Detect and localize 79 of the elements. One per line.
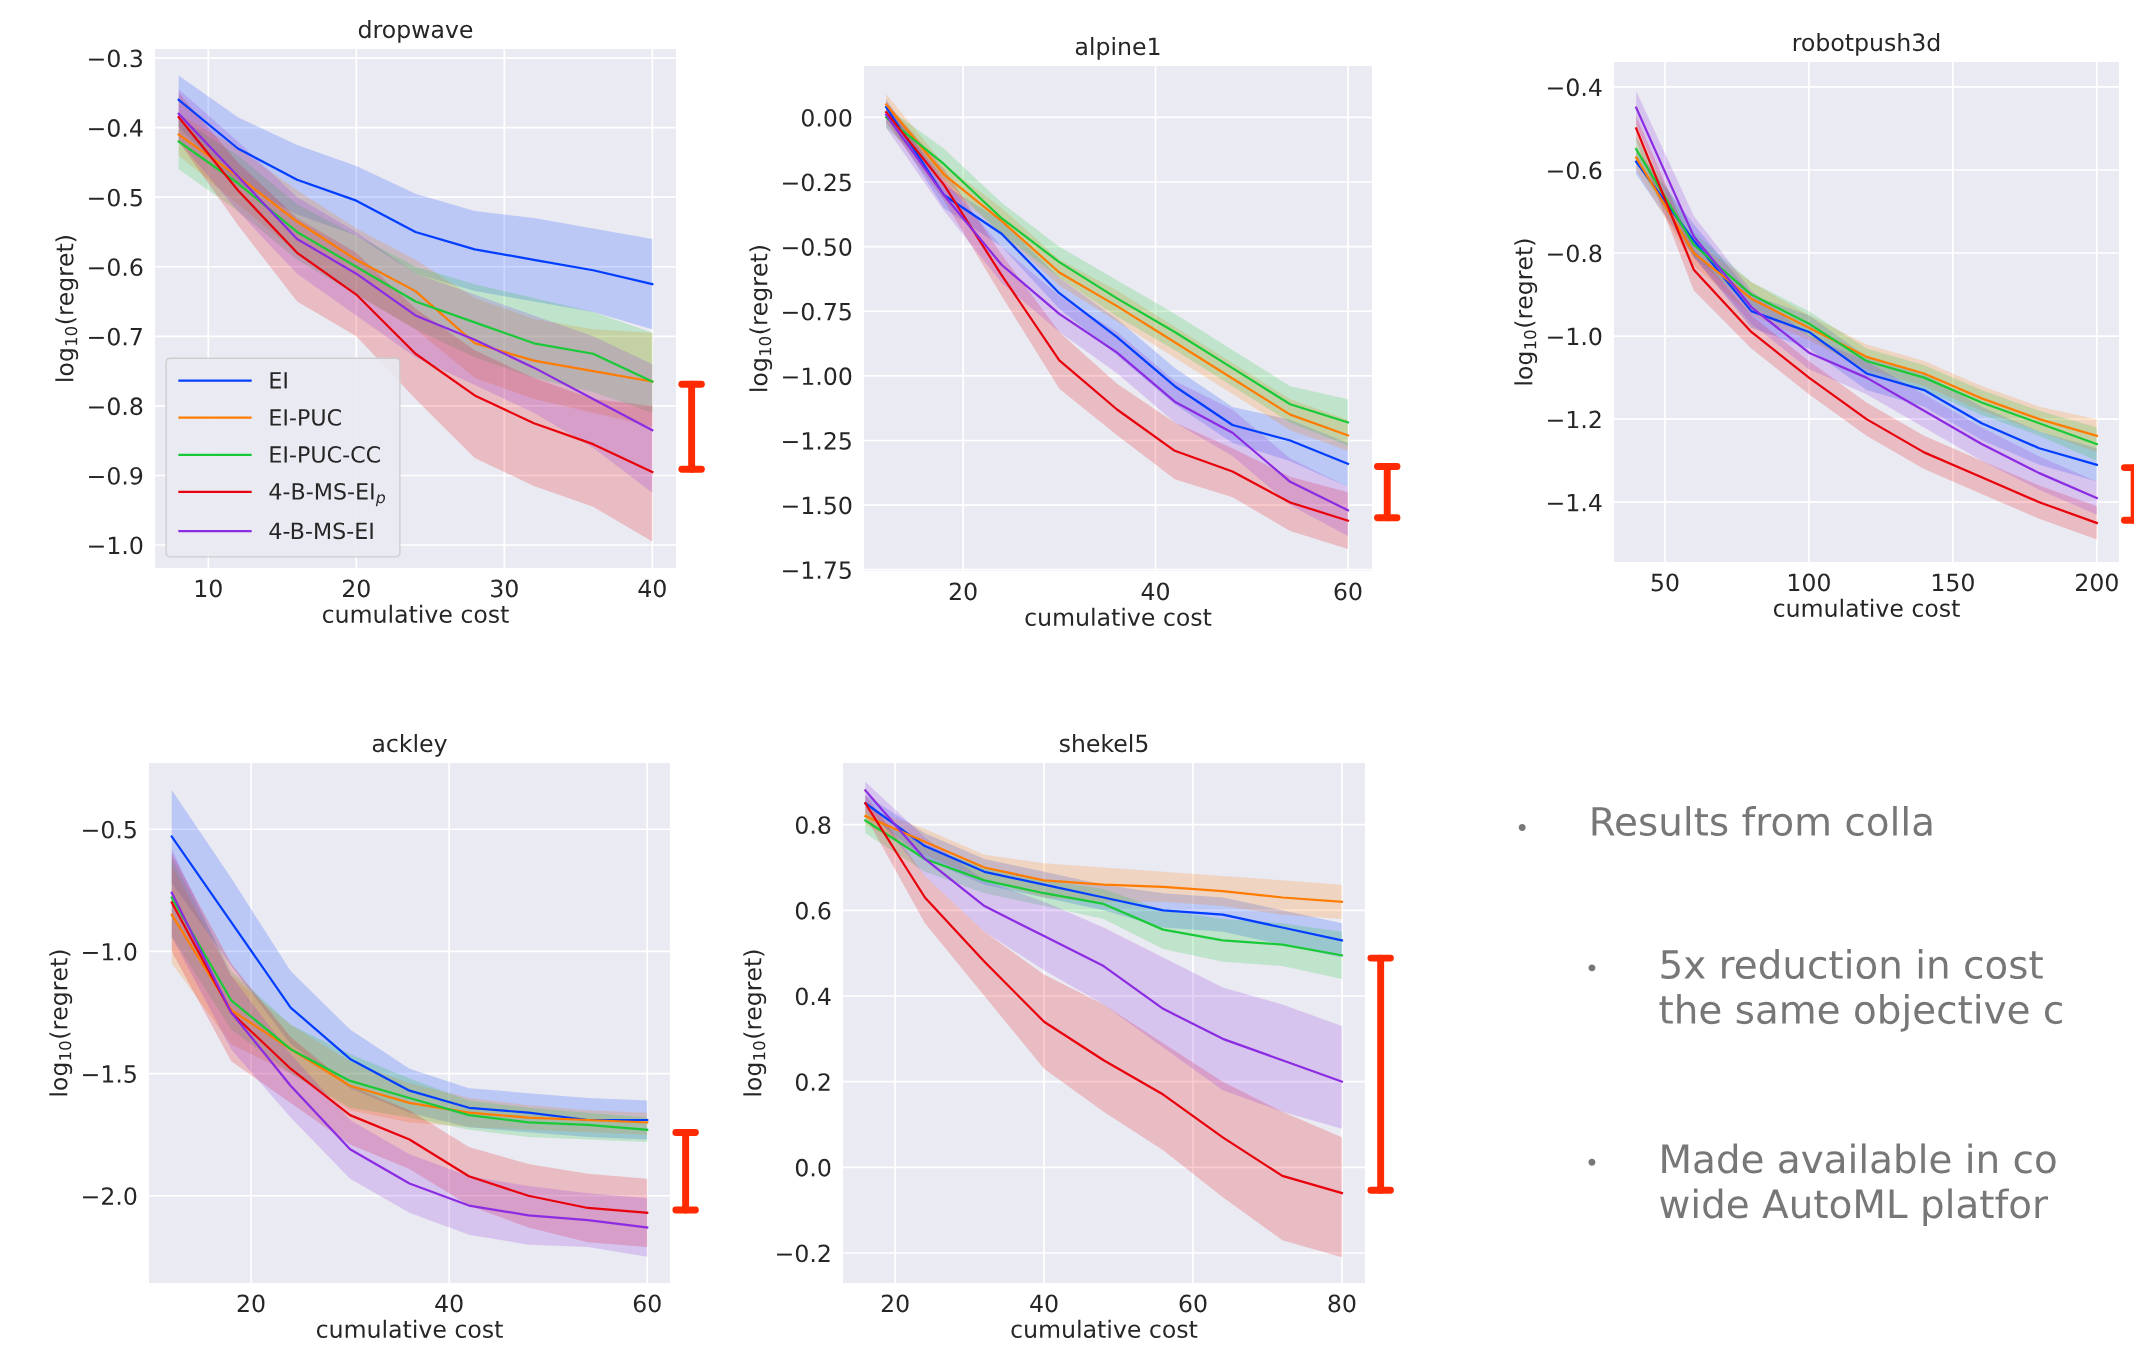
line-series bbox=[177, 98, 654, 286]
y-tick-label: 0.4 bbox=[795, 987, 831, 1006]
y-tick-label: 0.00 bbox=[801, 108, 852, 127]
y-tick-label: −1.2 bbox=[1548, 410, 1601, 429]
y-tick-label: −1.0 bbox=[1548, 327, 1602, 346]
legend-label: EI-PUC bbox=[270, 408, 341, 426]
y-tick-label: −0.8 bbox=[1548, 244, 1602, 263]
line-series bbox=[864, 819, 1344, 957]
y-tick-label: −0.75 bbox=[783, 302, 851, 321]
x-tick-label: 20 bbox=[949, 582, 977, 601]
y-tick-label: −2.0 bbox=[83, 1187, 137, 1206]
y-tick-label: −0.4 bbox=[1548, 78, 1602, 97]
line-series bbox=[864, 789, 1344, 1083]
y-tick-label: −0.6 bbox=[89, 258, 143, 277]
x-tick-label: 10 bbox=[195, 579, 222, 598]
line-series bbox=[864, 802, 1344, 1195]
y-tick-label: 0.6 bbox=[795, 901, 831, 920]
chart-title: alpine1 bbox=[1075, 36, 1160, 60]
x-axis-title: cumulative cost bbox=[1011, 1319, 1198, 1339]
x-tick-label: 60 bbox=[1179, 1294, 1207, 1313]
x-tick-label: 100 bbox=[1788, 573, 1830, 592]
chart-title: dropwave bbox=[358, 19, 473, 43]
text: 5x reduction in cost the same objective c bbox=[1659, 949, 2062, 1032]
line-series bbox=[864, 802, 1344, 942]
line-series bbox=[864, 815, 1344, 903]
y-tick-label: −1.75 bbox=[783, 561, 851, 580]
y-axis-title: log$_{10}$(regret) bbox=[743, 950, 767, 1096]
y-tick-label: −0.4 bbox=[89, 119, 143, 137]
y-tick-label: 0.0 bbox=[795, 1158, 831, 1177]
y-tick-label: −1.0 bbox=[89, 536, 143, 555]
chart-title: robotpush3d bbox=[1793, 32, 1940, 56]
legend-label: EI bbox=[270, 372, 287, 389]
legend-label: EI-PUC-CC bbox=[270, 446, 380, 463]
x-tick-label: 60 bbox=[633, 1294, 661, 1313]
y-tick-label: −0.2 bbox=[777, 1244, 830, 1263]
y-tick-label: −1.4 bbox=[1548, 493, 1602, 512]
y-tick-label: −0.9 bbox=[89, 466, 143, 485]
x-tick-label: 200 bbox=[2076, 573, 2118, 592]
text: Results from colla bbox=[1592, 805, 1932, 837]
legend-label: 4-B-MS-EI$_{p}$ bbox=[269, 482, 386, 507]
y-axis-title: log$_{10}$(regret) bbox=[1514, 239, 1538, 385]
y-tick-label: −0.5 bbox=[83, 820, 136, 839]
x-tick-label: 40 bbox=[435, 1294, 463, 1313]
y-tick-label: −0.3 bbox=[89, 49, 142, 68]
x-tick-label: 80 bbox=[1328, 1294, 1356, 1313]
legend-label: 4-B-MS-EI bbox=[269, 522, 373, 540]
x-tick-label: 40 bbox=[1141, 582, 1169, 601]
x-axis-title: cumulative cost bbox=[1773, 598, 1960, 618]
chart-title: ackley bbox=[372, 733, 447, 757]
x-tick-label: 30 bbox=[491, 579, 518, 598]
y-tick-label: 0.8 bbox=[795, 816, 831, 834]
y-axis-title: log$_{10}$(regret) bbox=[49, 950, 73, 1096]
x-axis-title: cumulative cost bbox=[1025, 607, 1212, 627]
y-tick-label: −0.8 bbox=[89, 397, 143, 416]
y-tick-label: −1.25 bbox=[783, 431, 851, 450]
x-tick-label: 60 bbox=[1334, 582, 1362, 601]
y-axis-title: log$_{10}$(regret) bbox=[55, 236, 79, 381]
y-tick-label: −1.5 bbox=[83, 1065, 136, 1083]
chart-title: shekel5 bbox=[1059, 733, 1148, 753]
x-tick-label: 20 bbox=[343, 579, 370, 598]
y-tick-label: −0.50 bbox=[783, 238, 852, 256]
y-tick-label: −0.7 bbox=[89, 327, 142, 346]
text: Made available in co wide AutoML platfor bbox=[1660, 1143, 2056, 1227]
x-tick-label: 20 bbox=[881, 1294, 909, 1313]
x-tick-label: 40 bbox=[638, 579, 666, 598]
y-tick-label: −1.0 bbox=[83, 942, 137, 961]
x-axis-title: cumulative cost bbox=[316, 1319, 503, 1339]
x-tick-label: 150 bbox=[1932, 573, 1974, 592]
y-tick-label: −1.50 bbox=[783, 496, 852, 515]
y-tick-label: −0.5 bbox=[89, 188, 142, 207]
y-tick-label: −0.25 bbox=[783, 173, 851, 192]
y-tick-label: −1.00 bbox=[783, 367, 852, 386]
x-axis-title: cumulative cost bbox=[322, 604, 509, 624]
y-tick-label: 0.2 bbox=[795, 1073, 830, 1091]
y-tick-label: −0.6 bbox=[1548, 161, 1602, 180]
x-tick-label: 20 bbox=[237, 1294, 265, 1313]
y-axis-title: log$_{10}$(regret) bbox=[749, 246, 773, 391]
x-tick-label: 50 bbox=[1651, 573, 1679, 592]
x-tick-label: 40 bbox=[1030, 1294, 1058, 1313]
